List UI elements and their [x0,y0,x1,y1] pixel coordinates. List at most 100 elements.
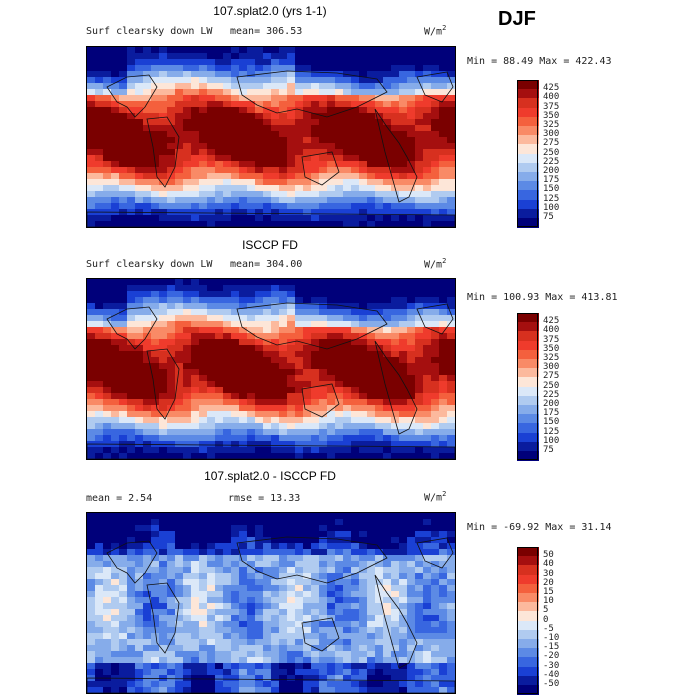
colorbar-swatch [517,89,539,99]
colorbar-swatch [517,331,539,342]
colorbar-label: 150 [543,184,560,195]
colorbar-swatch [517,386,539,397]
colorbar-swatch [517,368,539,378]
colorbar-swatch [517,657,539,668]
colorbar-swatch [517,675,539,686]
colorbar-label: 0 [543,614,549,625]
panel-3-mean: mean = 2.54 [86,493,153,504]
colorbar-label: 250 [543,380,560,391]
colorbar-swatch [517,423,539,434]
colorbar-label: 75 [543,212,554,222]
colorbar-swatch [517,359,539,369]
colorbar-swatch [517,629,539,640]
colorbar-swatch [517,414,539,424]
panel-2-minmax: Min = 100.93 Max = 413.81 [467,292,618,303]
colorbar-label: 40 [543,559,554,570]
panel-1-title: 107.splat2.0 (yrs 1-1) [213,4,327,18]
colorbar-swatch [517,565,539,576]
colorbar-label: 275 [543,371,560,382]
panel-1-map [86,46,456,228]
panel-1-minmax: Min = 88.49 Max = 422.43 [467,56,612,67]
panel-2-units: W/m2 [424,257,447,271]
colorbar-label: -20 [543,651,560,662]
colorbar-swatch [517,190,539,201]
colorbar-swatch [517,98,539,109]
panel-2-variable: Surf clearsky down LW [86,259,213,270]
colorbar-label: 275 [543,138,560,149]
colorbar-swatch [517,666,539,677]
colorbar-label: 20 [543,577,554,588]
colorbar-swatch [517,583,539,594]
colorbar-swatch [517,395,539,406]
colorbar-swatch [517,377,539,388]
colorbar-swatch [517,322,539,332]
season-label: DJF [498,8,536,30]
colorbar-label: 175 [543,175,560,186]
colorbar-label: 30 [543,568,554,579]
colorbar-label: 375 [543,334,560,345]
colorbar-swatch [517,135,539,145]
colorbar-swatch [517,441,539,452]
colorbar-swatch [517,162,539,173]
colorbar-label: 125 [543,193,560,204]
colorbar-label: 325 [543,120,560,130]
colorbar-label: 350 [543,343,560,354]
colorbar-swatch [517,126,539,136]
colorbar-label: 400 [543,325,560,336]
colorbar-label: 75 [543,445,554,455]
colorbar-swatch [517,639,539,649]
colorbar-label: 200 [543,166,560,176]
colorbar-swatch [517,593,539,603]
panel-3-units: W/m2 [424,490,447,504]
panel-1-variable: Surf clearsky down LW [86,26,213,37]
colorbar-swatch [517,685,539,695]
colorbar-swatch [517,172,539,182]
panel-3-title: 107.splat2.0 - ISCCP FD [204,469,336,483]
colorbar-label: 400 [543,92,560,103]
colorbar-swatch [517,199,539,210]
panel-1-units: W/m2 [424,24,447,38]
colorbar-label: 425 [543,316,560,327]
colorbar-label: 150 [543,417,560,428]
colorbar-label: 125 [543,426,560,437]
colorbar-label: 50 [543,550,554,561]
colorbar-swatch [517,153,539,164]
colorbar-swatch [517,208,539,219]
panel-3-rmse: rmse = 13.33 [228,493,301,504]
colorbar-swatch [517,181,539,191]
colorbar-label: 5 [543,605,549,616]
colorbar-label: 425 [543,83,560,94]
panel-1-mean: mean= 306.53 [230,26,303,37]
colorbar-label: 250 [543,147,560,158]
colorbar-swatch [517,116,539,127]
colorbar-label: 300 [543,362,560,373]
colorbar-label: 225 [543,156,560,167]
colorbar-swatch [517,556,539,566]
colorbar-swatch [517,574,539,585]
colorbar-swatch [517,648,539,658]
colorbar-label: 10 [543,596,554,607]
colorbar-label: 225 [543,389,560,400]
colorbar-swatch [517,144,539,155]
colorbar-label: 350 [543,110,560,121]
colorbar-label: 200 [543,399,560,409]
colorbar-label: 325 [543,353,560,363]
colorbar-swatch [517,432,539,443]
panel-2-map [86,278,456,460]
colorbar-label: 100 [543,435,560,446]
colorbar-label: 175 [543,408,560,419]
colorbar-label: 300 [543,129,560,140]
colorbar-label: -15 [543,642,560,653]
colorbar-swatch [517,313,539,323]
panel-2-mean: mean= 304.00 [230,259,303,270]
panel-3-minmax: Min = -69.92 Max = 31.14 [467,522,612,533]
colorbar-swatch [517,451,539,461]
colorbar-swatch [517,611,539,622]
colorbar-label: 375 [543,101,560,112]
colorbar-label: -30 [543,660,560,671]
colorbar-swatch [517,107,539,118]
colorbar-label: -50 [543,679,560,689]
colorbar-swatch [517,602,539,612]
colorbar-swatch [517,80,539,90]
colorbar-label: -10 [543,633,560,643]
